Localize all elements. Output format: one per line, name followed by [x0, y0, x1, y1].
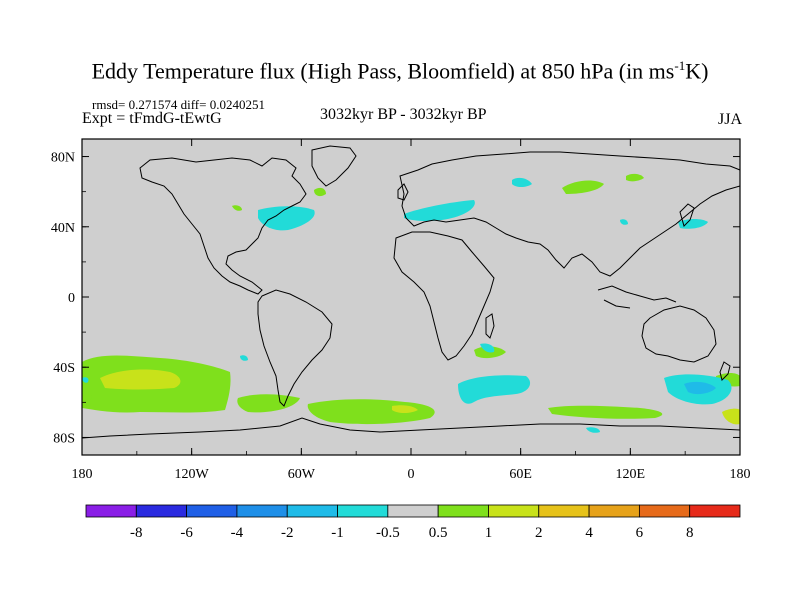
colorbar-label: 4: [585, 525, 593, 541]
colorbar-label: 2: [535, 525, 543, 541]
season-label: JJA: [717, 111, 742, 128]
colorbar-swatch: [186, 504, 238, 518]
positive-patch: [562, 180, 604, 194]
negative-patch: [240, 355, 248, 361]
negative-patch: [458, 375, 531, 404]
positive-patch: [722, 408, 740, 425]
positive-patch: [392, 405, 418, 413]
colorbar-label: -1: [331, 525, 344, 541]
negative-patch: [512, 177, 532, 187]
colorbar-swatch: [236, 504, 288, 518]
colorbar-swatch: [638, 504, 691, 518]
negative-patch: [404, 200, 475, 221]
positive-patch: [237, 394, 300, 413]
map-axes: 180 120W 60W 0 60E 120E 180 80N 40N 0 40S 80S: [51, 139, 751, 482]
negative-patch: [480, 343, 495, 353]
experiment-label: Expt = tFmdG-tEwtG: [82, 110, 222, 127]
coastline-greenland: [311, 145, 357, 187]
negative-patch: [684, 381, 716, 395]
x-tick-label: 120E: [616, 467, 646, 482]
positive-patch: [548, 405, 663, 419]
negative-patch: [620, 219, 628, 225]
x-tick-label: 180: [730, 467, 751, 482]
colorbar-swatch: [337, 504, 389, 518]
positive-patch: [232, 205, 242, 211]
negative-patch: [82, 377, 89, 383]
colorbar-label: -8: [130, 525, 143, 541]
colorbar-swatch: [286, 504, 338, 518]
coastline-madagascar: [485, 313, 495, 339]
colorbar-swatch: [588, 504, 640, 518]
coastline-north-america: [139, 157, 307, 295]
stats-label: rmsd= 0.271574 diff= 0.0240251: [92, 97, 265, 112]
negative-patch: [258, 206, 315, 231]
x-tick-label: 180: [72, 467, 93, 482]
anomaly-patches: [82, 173, 740, 433]
colorbar-label: -2: [281, 525, 294, 541]
y-tick-label: 40S: [53, 361, 75, 376]
coastline-south-america: [257, 289, 333, 407]
x-tick-label: 120W: [175, 467, 210, 482]
colorbar-label: -0.5: [376, 525, 400, 541]
y-tick-label: 0: [68, 291, 75, 306]
colorbar-label: 6: [636, 525, 644, 541]
coastline-africa: [393, 231, 495, 361]
colorbar-swatch: [538, 504, 590, 518]
positive-patch: [82, 391, 92, 401]
coastline-uk: [397, 183, 409, 201]
coastline-eurasia: [399, 151, 741, 277]
y-tick-label: 80S: [53, 431, 75, 446]
period-label: 3032kyr BP - 3032kyr BP: [320, 106, 487, 123]
coastline-australia: [641, 305, 717, 363]
x-tick-label: 60E: [509, 467, 532, 482]
y-tick-label: 80N: [51, 151, 75, 166]
coastline-antarctica: [81, 417, 741, 439]
positive-patch: [314, 187, 326, 197]
colorbar-label: -6: [180, 525, 193, 541]
coastlines: [81, 145, 741, 439]
positive-patch: [100, 369, 181, 390]
colorbar-swatch: [689, 504, 741, 518]
x-tick-label: 0: [408, 467, 415, 482]
coastline-new-zealand: [719, 361, 731, 381]
colorbar-swatch: [135, 504, 188, 518]
colorbar-swatch: [387, 504, 439, 518]
coastline-japan: [679, 203, 695, 227]
negative-patch: [678, 219, 708, 229]
coastline-maritime-continent: [597, 285, 677, 309]
colorbar-label: 1: [485, 525, 493, 541]
y-tick-label: 40N: [51, 221, 75, 236]
colorbar-swatch: [85, 504, 137, 518]
colorbar-label: 8: [686, 525, 694, 541]
colorbar-swatch: [437, 504, 489, 518]
plot-title: Eddy Temperature flux (High Pass, Bloomf…: [91, 58, 709, 84]
colorbar-label: 0.5: [429, 525, 448, 541]
colorbar-swatch: [488, 504, 540, 518]
negative-patch: [586, 427, 600, 433]
colorbar: -8 -6 -4 -2 -1 -0.5 0.5 1 2 4 6 8: [85, 504, 741, 541]
colorbar-label: -4: [231, 525, 244, 541]
x-tick-label: 60W: [288, 467, 316, 482]
positive-patch: [626, 173, 644, 182]
